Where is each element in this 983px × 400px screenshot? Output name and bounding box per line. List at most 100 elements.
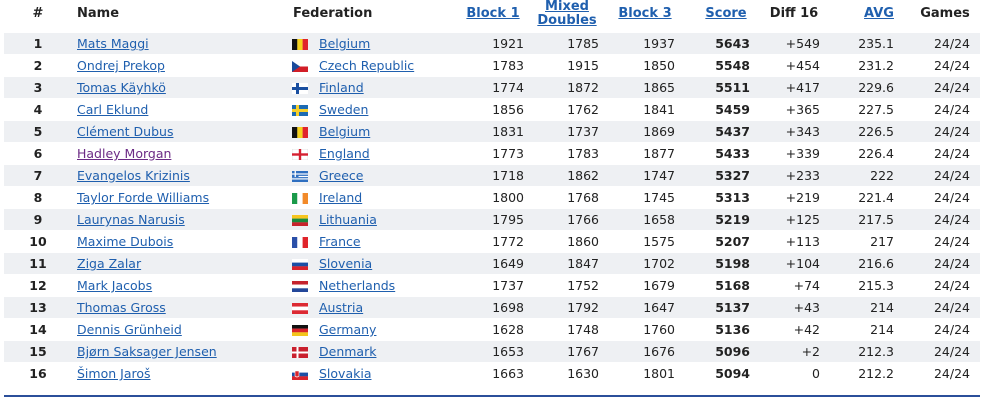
flag-icon: [292, 127, 308, 138]
rank: 6: [33, 146, 43, 161]
games: 24/24: [933, 322, 970, 337]
block1: 1653: [492, 344, 524, 359]
avg: 221.4: [858, 190, 894, 205]
diff16: +454: [785, 58, 820, 73]
player-name[interactable]: Dennis Grünheid: [77, 322, 182, 337]
block3: 1801: [643, 366, 675, 381]
federation[interactable]: Czech Republic: [319, 58, 415, 73]
flag-icon: [292, 303, 308, 314]
block1: 1831: [492, 124, 524, 139]
flag-icon: [292, 259, 308, 270]
games: 24/24: [933, 300, 970, 315]
player-name[interactable]: Clément Dubus: [77, 124, 174, 139]
flag: [292, 368, 308, 380]
federation[interactable]: Netherlands: [319, 278, 396, 293]
mixed: 1847: [567, 256, 599, 271]
row-bg: [4, 99, 980, 120]
games: 24/24: [933, 102, 970, 117]
score: 5459: [715, 102, 750, 117]
player-name[interactable]: Laurynas Narusis: [77, 212, 185, 227]
federation[interactable]: Finland: [319, 80, 364, 95]
player-name[interactable]: Mats Maggi: [77, 36, 149, 51]
player-name[interactable]: Ondrej Prekop: [77, 58, 165, 73]
block1: 1773: [492, 146, 524, 161]
federation[interactable]: England: [319, 146, 370, 161]
federation[interactable]: Austria: [319, 300, 364, 315]
mixed: 1862: [567, 168, 599, 183]
header-federation: Federation: [293, 6, 373, 21]
games: 24/24: [933, 344, 970, 359]
federation[interactable]: Greece: [319, 168, 364, 183]
avg: 226.4: [858, 146, 894, 161]
federation[interactable]: Germany: [319, 322, 377, 337]
block1: 1628: [492, 322, 524, 337]
player-name[interactable]: Taylor Forde Williams: [77, 190, 210, 205]
flag: [292, 170, 308, 182]
block1: 1649: [492, 256, 524, 271]
mixed: 1630: [567, 366, 599, 381]
rank: 9: [33, 212, 43, 227]
player-name[interactable]: Evangelos Krizinis: [77, 168, 190, 183]
flag-icon: [292, 347, 308, 358]
row-bg: [4, 121, 980, 142]
score: 5136: [715, 322, 750, 337]
block3: 1658: [643, 212, 675, 227]
header-score[interactable]: Score: [705, 6, 747, 21]
flag: [292, 324, 308, 336]
header-mixed[interactable]: Mixed Doubles: [537, 0, 597, 28]
block3: 1841: [643, 102, 675, 117]
games: 24/24: [933, 80, 970, 95]
player-name[interactable]: Šimon Jaroš: [77, 366, 151, 381]
rank: 4: [33, 102, 43, 117]
score: 5643: [715, 36, 750, 51]
score: 5096: [715, 344, 750, 359]
mixed: 1768: [567, 190, 599, 205]
score: 5433: [715, 146, 750, 161]
diff16: +113: [785, 234, 820, 249]
bottom-rule: [4, 395, 980, 397]
row-bg: [4, 341, 980, 362]
federation[interactable]: Sweden: [319, 102, 369, 117]
flag-icon: [292, 369, 308, 380]
federation[interactable]: Slovakia: [319, 366, 372, 381]
player-name[interactable]: Hadley Morgan: [77, 146, 172, 161]
diff16: +219: [785, 190, 820, 205]
player-name[interactable]: Ziga Zalar: [77, 256, 142, 271]
player-name[interactable]: Maxime Dubois: [77, 234, 174, 249]
federation[interactable]: Ireland: [319, 190, 363, 205]
block1: 1783: [492, 58, 524, 73]
player-name[interactable]: Thomas Gross: [77, 300, 166, 315]
diff16: +417: [785, 80, 820, 95]
federation[interactable]: Belgium: [319, 36, 371, 51]
rank: 15: [29, 344, 47, 359]
federation[interactable]: Denmark: [319, 344, 377, 359]
avg: 231.2: [858, 58, 894, 73]
federation[interactable]: France: [319, 234, 361, 249]
block3: 1575: [643, 234, 675, 249]
mixed: 1792: [567, 300, 599, 315]
block1: 1737: [492, 278, 524, 293]
rank: 5: [33, 124, 43, 139]
row-bg: [4, 363, 980, 384]
flag-icon: [292, 105, 308, 116]
header-avg[interactable]: AVG: [864, 6, 894, 21]
flag-icon: [292, 215, 308, 226]
flag-icon: [292, 325, 308, 336]
header-block1[interactable]: Block 1: [466, 6, 520, 21]
block3: 1760: [643, 322, 675, 337]
flag: [292, 192, 308, 204]
federation[interactable]: Lithuania: [319, 212, 377, 227]
player-name[interactable]: Bjørn Saksager Jensen: [77, 344, 217, 359]
federation[interactable]: Belgium: [319, 124, 371, 139]
block3: 1869: [643, 124, 675, 139]
block1: 1718: [492, 168, 524, 183]
federation[interactable]: Slovenia: [319, 256, 373, 271]
row-bg: [4, 209, 980, 230]
player-name[interactable]: Tomas Käyhkö: [77, 80, 166, 95]
player-name[interactable]: Mark Jacobs: [77, 278, 153, 293]
row-bg: [4, 165, 980, 186]
header-block3[interactable]: Block 3: [618, 6, 672, 21]
player-name[interactable]: Carl Eklund: [77, 102, 149, 117]
score: 5548: [715, 58, 750, 73]
